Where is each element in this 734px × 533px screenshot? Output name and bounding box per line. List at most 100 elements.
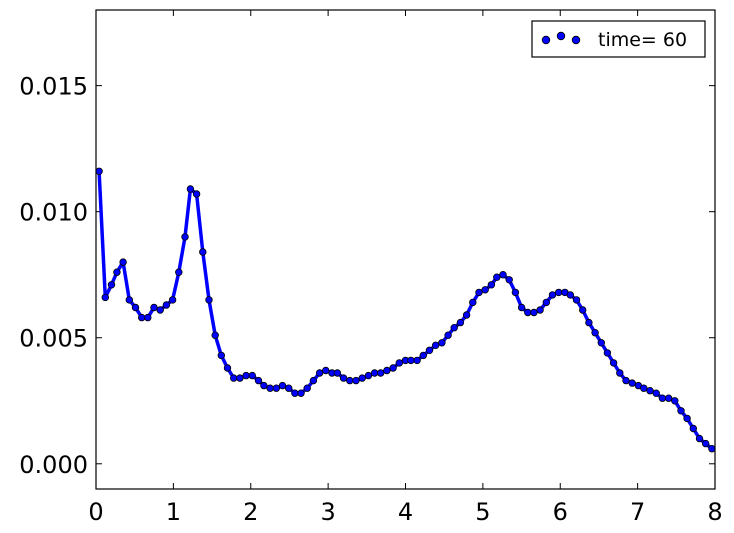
data-point [266,384,274,392]
data-point [505,276,513,284]
data-point [425,346,434,354]
legend: time= 60 [531,20,706,58]
data-point [260,381,268,390]
data-point [444,331,452,339]
y-tick-label: 0.000 [19,451,88,479]
data-point [272,384,280,392]
data-point [469,298,477,307]
data-point [616,369,624,377]
data-point [131,303,140,312]
data-point [566,291,574,299]
data-point [677,407,685,415]
data-point [530,308,538,317]
y-tick-label: 0.015 [19,73,88,101]
data-point [383,366,391,375]
data-point [603,349,612,357]
x-tick-label: 4 [398,498,413,526]
data-point [579,306,587,314]
data-point [186,185,195,193]
data-point [95,167,103,175]
data-point [671,397,679,405]
data-point [432,341,440,349]
data-point [481,286,489,294]
data-point [572,296,581,304]
data-point [101,293,109,302]
data-point [119,258,127,266]
data-point [652,389,660,397]
data-point [664,394,673,402]
data-point [144,313,152,322]
data-point [542,298,550,307]
data-point [609,359,618,367]
data-point [487,281,496,289]
data-point [137,313,146,322]
data-point [456,318,465,327]
data-point [597,339,605,347]
data-point [683,414,691,423]
x-tick-label: 7 [630,498,645,526]
legend-label: time= 60 [598,29,687,51]
data-point [702,439,710,448]
data-point [640,384,648,392]
data-point [438,339,446,347]
data-point [585,318,593,327]
data-point [278,381,287,390]
data-point [358,374,366,382]
data-point [370,369,379,377]
data-point [229,374,238,382]
data-point [548,291,557,299]
data-point [524,308,532,317]
data-point [113,268,121,276]
data-point [395,359,403,367]
data-point [205,296,213,304]
plot-frame [95,9,716,490]
data-point [339,374,348,382]
x-tick-label: 0 [88,498,103,526]
data-point [156,306,164,314]
data-point [125,296,133,304]
data-point [254,376,263,385]
data-point [199,248,207,256]
legend-marker [571,35,581,45]
axis-tick-labels: 0 1 2 3 4 5 6 7 8 0.000 0.005 0.010 0.015 [19,73,722,526]
data-point [192,190,201,198]
data-point [285,384,293,392]
y-tick-label: 0.005 [19,325,88,353]
data-point [248,371,256,380]
x-tick-label: 5 [475,498,490,526]
data-point [309,376,318,385]
data-point [322,366,330,375]
data-point [242,371,250,380]
data-point [475,288,483,297]
data-point [223,364,232,372]
data-point [499,271,507,279]
x-tick-label: 6 [553,498,568,526]
data-point [493,273,501,281]
data-point [352,376,360,385]
x-tick-label: 2 [243,498,258,526]
data-point [511,288,520,297]
data-point [407,356,415,365]
data-point [462,311,471,319]
data-point [708,445,716,453]
data-point [107,281,116,289]
data-point [346,376,354,385]
x-tick-label: 8 [707,498,722,526]
series-layer [95,167,716,453]
x-tick-label: 1 [166,498,181,526]
data-point [389,364,397,372]
data-point [536,306,544,314]
data-point [419,351,427,360]
data-point [211,331,219,339]
legend-marker [556,31,566,41]
data-point [695,434,704,443]
data-point [297,389,305,397]
data-point [591,329,599,337]
data-point [689,424,697,433]
data-point [333,369,342,377]
data-point [291,389,299,397]
data-point [413,356,421,365]
data-point [658,394,667,402]
data-point [450,324,458,332]
